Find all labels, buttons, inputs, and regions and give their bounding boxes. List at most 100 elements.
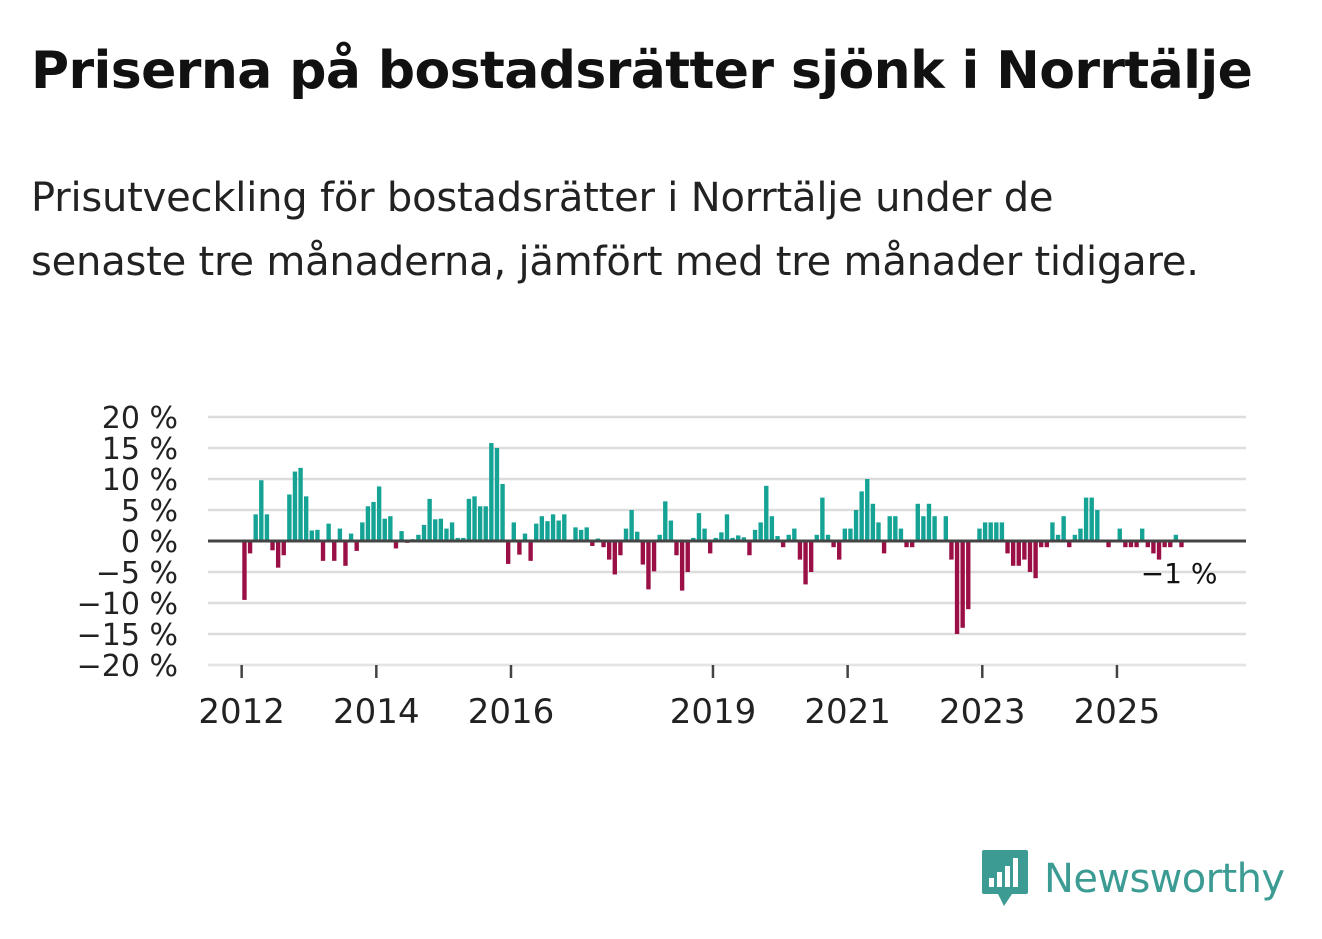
bar-chart: 20 %15 %10 %5 %0 %−5 %−10 %−15 %−20 % 201… <box>77 401 1246 732</box>
bar <box>966 541 971 610</box>
x-tick-label: 2025 <box>1074 692 1161 732</box>
bar <box>578 529 584 541</box>
bar <box>494 448 500 541</box>
bar <box>893 516 898 541</box>
bar <box>994 522 999 541</box>
bar <box>1173 534 1179 541</box>
bar <box>376 486 382 541</box>
last-value-label: −1 % <box>1141 557 1218 590</box>
bar <box>416 534 421 541</box>
bar <box>820 497 825 541</box>
y-tick-label: 20 % <box>102 401 178 436</box>
bar <box>696 513 702 541</box>
bar <box>365 506 371 541</box>
bar <box>242 541 247 600</box>
chart-title: Priserna på bostadsrätter sjönk i Norrtä… <box>31 41 1253 101</box>
bar <box>388 516 393 541</box>
bars <box>242 443 1184 634</box>
bar <box>915 503 920 541</box>
bar <box>904 541 909 548</box>
bar <box>315 529 320 541</box>
bar <box>663 501 668 541</box>
bar <box>1039 541 1044 548</box>
bar <box>1168 541 1173 548</box>
bar <box>1128 541 1134 548</box>
bar <box>472 496 477 541</box>
bar <box>909 541 915 548</box>
bar <box>1067 541 1072 548</box>
y-tick-label: 10 % <box>102 463 178 498</box>
bar <box>382 518 387 541</box>
bar <box>433 519 438 541</box>
bar <box>1156 541 1162 560</box>
bar <box>343 541 348 566</box>
bar <box>898 528 904 541</box>
newsworthy-logo: Newsworthy <box>980 848 1285 910</box>
bar <box>747 541 752 556</box>
bar <box>1162 541 1167 548</box>
bar <box>629 510 634 541</box>
bar <box>444 528 449 541</box>
bar <box>769 516 775 541</box>
bar <box>393 541 399 549</box>
bar <box>657 534 662 541</box>
bar <box>253 514 258 541</box>
bar <box>1095 510 1100 541</box>
bar <box>736 535 741 541</box>
bar <box>348 533 354 541</box>
bar <box>466 498 472 541</box>
bar <box>814 534 819 541</box>
bar <box>399 531 404 541</box>
bar <box>1106 541 1111 548</box>
bar <box>371 501 376 541</box>
bar <box>573 527 578 541</box>
y-tick-label: 5 % <box>121 494 178 529</box>
bar <box>1055 534 1061 541</box>
x-tick-label: 2021 <box>804 692 891 732</box>
x-tick-label: 2019 <box>670 692 757 732</box>
bar <box>635 531 640 541</box>
bar <box>668 520 674 541</box>
bar <box>646 541 651 590</box>
bar <box>1123 541 1128 548</box>
bar <box>758 522 763 541</box>
bar <box>270 541 275 551</box>
y-tick-label: −5 % <box>96 556 178 591</box>
bar <box>332 541 337 561</box>
bar <box>713 537 718 541</box>
bar <box>870 503 876 541</box>
bar <box>865 479 870 541</box>
bar <box>651 541 657 572</box>
bar <box>421 524 427 541</box>
bar <box>679 541 685 591</box>
bar <box>511 522 516 541</box>
bar <box>685 541 690 572</box>
bar <box>309 530 314 541</box>
bar <box>808 541 814 572</box>
bar <box>640 541 646 565</box>
bar <box>298 467 303 541</box>
bar <box>764 485 769 541</box>
bar <box>612 541 617 575</box>
bar <box>427 498 432 541</box>
bar <box>1145 541 1150 548</box>
bar <box>500 483 505 541</box>
y-tick-label: 15 % <box>102 432 178 467</box>
bar <box>354 541 359 551</box>
bar <box>1027 541 1033 572</box>
bar <box>320 541 326 561</box>
bar <box>982 522 988 541</box>
bar <box>921 516 926 541</box>
bar <box>1151 541 1156 554</box>
bar <box>780 541 786 548</box>
bar <box>775 536 780 541</box>
x-tick-label: 2012 <box>198 692 285 732</box>
bar <box>730 537 735 541</box>
bar <box>719 532 724 541</box>
bar <box>881 541 887 554</box>
bar <box>584 527 589 541</box>
bar <box>528 541 533 561</box>
bar <box>1050 522 1055 541</box>
bar <box>1140 528 1145 541</box>
bar <box>304 496 309 541</box>
